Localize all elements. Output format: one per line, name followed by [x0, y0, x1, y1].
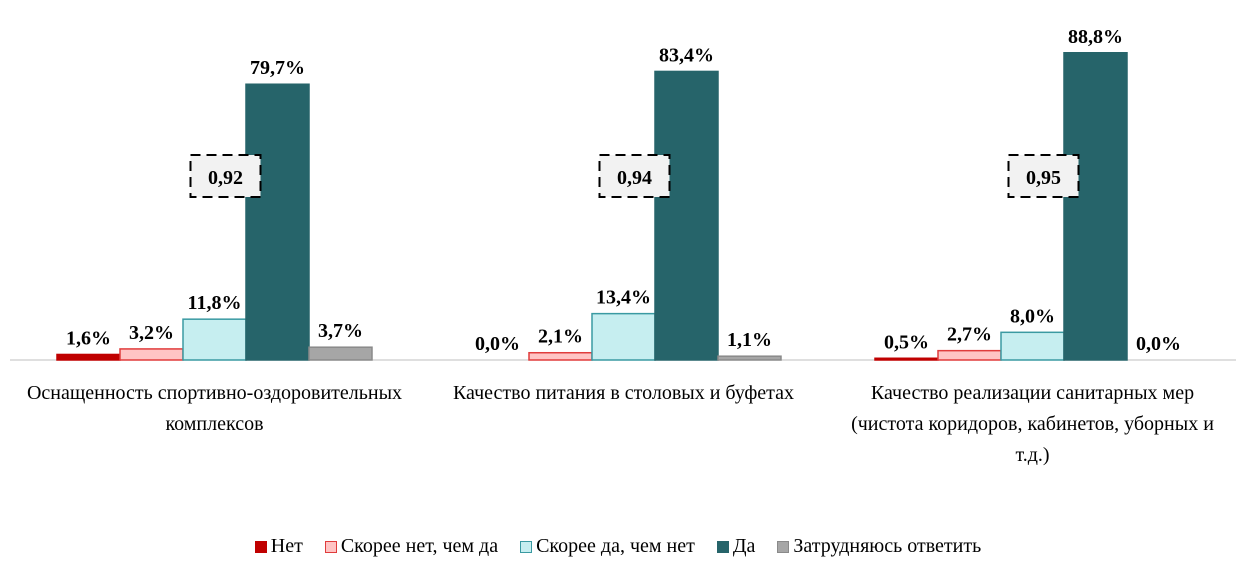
annotation-box [598, 154, 671, 198]
value-label: 83,4% [659, 44, 714, 66]
x-tick-label: Оснащенность спортивно-оздоровительных к… [26, 382, 403, 435]
x-tick-label: Качество реализации санитарных мер (чист… [851, 382, 1214, 466]
bar [119, 348, 184, 361]
bar [245, 83, 310, 361]
legend-label: Скорее да, чем нет [536, 535, 695, 557]
value-label: 3,7% [318, 320, 363, 342]
value-label: 1,6% [66, 327, 111, 349]
bar [591, 312, 656, 361]
legend-item: Скорее да, чем нет [520, 535, 695, 558]
value-label: 1,1% [727, 329, 772, 351]
legend-item: Нет [254, 535, 303, 558]
legend-item: Скорее нет, чем да [324, 535, 499, 558]
legend-swatch [324, 540, 337, 553]
annotation: 0,92 [208, 167, 243, 189]
legend-item: Да [716, 535, 756, 558]
annotation-box [189, 154, 262, 198]
bar [937, 349, 1002, 361]
value-label: 2,1% [538, 326, 583, 348]
value-label: 0,5% [884, 331, 929, 353]
bar [874, 357, 939, 361]
legend-label: Скорее нет, чем да [340, 535, 499, 557]
value-label: 0,0% [475, 333, 520, 355]
bar [717, 355, 782, 361]
legend-item: Затрудняюсь ответить [777, 535, 981, 558]
bar [528, 351, 593, 361]
legend-label: Затрудняюсь ответить [793, 535, 982, 557]
annotation: 0,95 [1026, 167, 1061, 189]
legend-swatch [254, 540, 267, 553]
value-label: 0,0% [1136, 333, 1181, 355]
bar [1063, 52, 1128, 361]
bar [654, 70, 719, 361]
annotation-box [1007, 154, 1080, 198]
value-label: 2,7% [947, 324, 992, 346]
value-label: 79,7% [250, 57, 305, 79]
legend-label: Нет [270, 535, 303, 557]
annotation: 0,94 [617, 167, 652, 189]
legend-swatch [777, 540, 790, 553]
value-label: 88,8% [1068, 26, 1123, 48]
legend-swatch [716, 540, 729, 553]
plot: 1,6% 3,2% 11,8% 79,7% 3,7% 0,92 0,0% 2,1% 13,4% 8… [10, 26, 1236, 361]
bar [1000, 331, 1065, 361]
legend-label: Да [732, 535, 756, 557]
x-tick-label: Качество питания в столовых и буфетах [452, 382, 795, 404]
value-label: 13,4% [596, 287, 651, 309]
legend-swatch [520, 540, 533, 553]
value-label: 3,2% [129, 322, 174, 344]
bar [56, 353, 121, 361]
value-label: 8,0% [1010, 305, 1055, 327]
legend: Нет Скорее нет, чем да Скорее да, чем нет Д… [0, 535, 1236, 558]
bar [182, 318, 247, 361]
value-label: 11,8% [188, 292, 242, 314]
bar [308, 346, 373, 361]
